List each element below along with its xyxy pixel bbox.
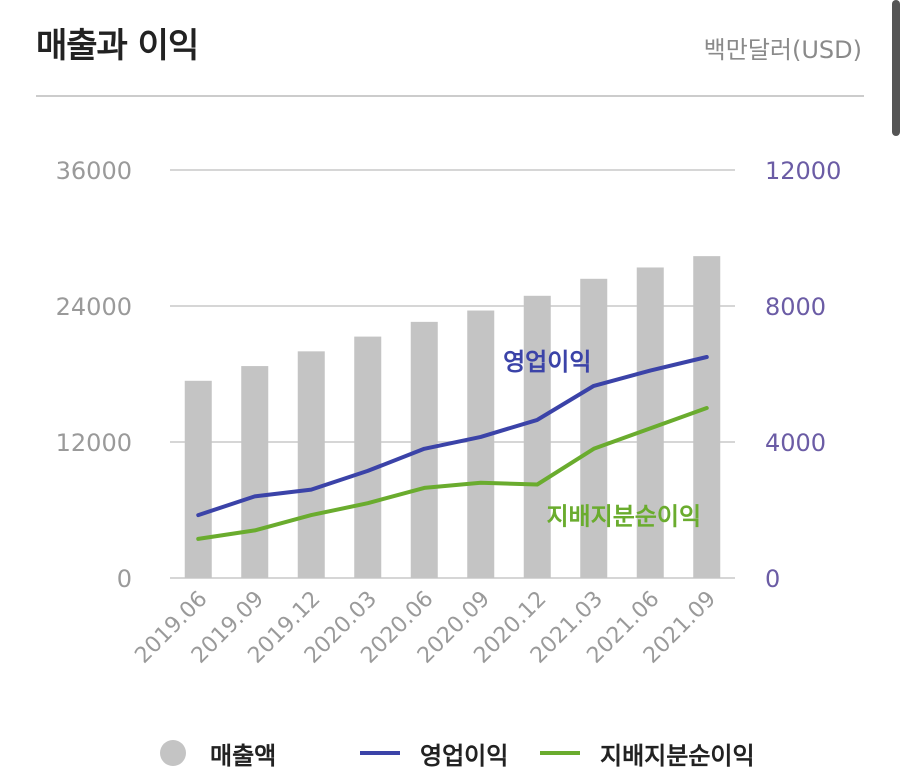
legend-net-label: 지배지분순이익 [600,741,755,770]
left-tick-label: 0 [117,565,132,593]
header-divider [36,95,864,97]
right-tick-label: 4000 [765,429,826,457]
revenue-bar [297,351,325,578]
legend-item-revenue: 매출액 [160,730,276,776]
unit-label: 백만달러(USD) [703,36,862,64]
revenue-bar [693,256,721,578]
revenue-bar [636,267,664,578]
revenue-bar [523,295,551,578]
scrollbar[interactable] [892,0,900,136]
legend-operating-marker [360,751,400,755]
revenue-bar [580,278,608,578]
right-axis-ticks: 0 4000 8000 12000 [765,157,841,593]
legend: 매출액 영업이익 지배지분순이익 [0,730,900,776]
legend-operating-label: 영업이익 [420,741,509,770]
revenue-bar [467,310,495,578]
legend-revenue-marker [160,740,186,766]
profit-lines [196,355,709,541]
left-tick-label: 12000 [56,429,132,457]
left-axis-ticks: 0 12000 24000 36000 [56,157,132,593]
operating-profit-annotation: 영업이익 [503,348,591,376]
right-tick-label: 0 [765,565,780,593]
legend-revenue-label: 매출액 [210,741,277,770]
net-income-line [196,406,709,541]
revenue-bars [184,256,721,578]
legend-net-marker [540,751,580,755]
left-tick-label: 24000 [56,293,132,321]
net-income-annotation: 지배지분순이익 [546,503,701,531]
operating-profit-line [196,355,709,518]
chart-title: 매출과 이익 [36,26,199,66]
combo-chart: 0 12000 24000 36000 0 4000 8000 12000 영업이익지배지분… [56,157,842,669]
right-tick-label: 8000 [765,293,826,321]
revenue-bar [184,380,212,578]
x-axis-ticks: 2019.062019.092019.122020.032020.062020.… [130,587,721,669]
legend-item-net: 지배지분순이익 [540,730,755,776]
revenue-bar [241,366,269,578]
legend-item-operating: 영업이익 [360,730,508,776]
left-tick-label: 36000 [56,157,132,185]
right-tick-label: 12000 [765,157,841,185]
revenue-bar [354,336,382,578]
